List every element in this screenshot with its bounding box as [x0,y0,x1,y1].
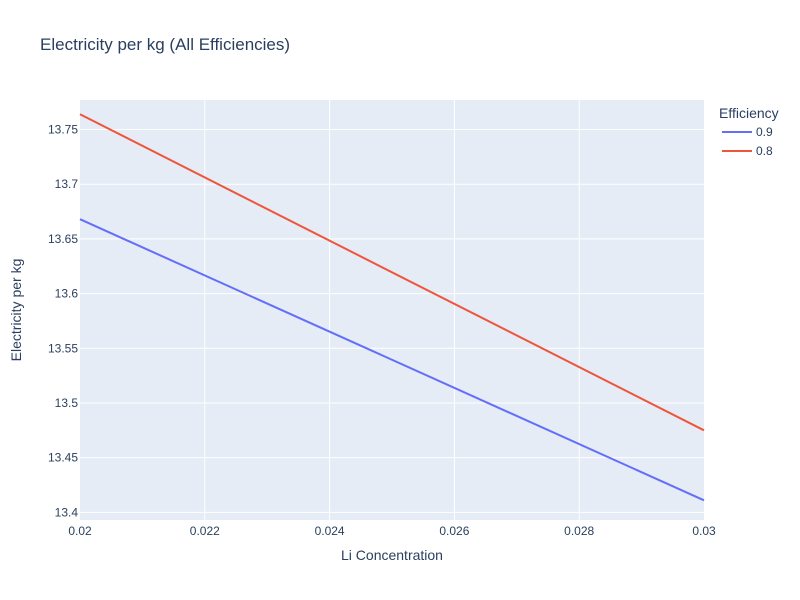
y-tick-label: 13.7 [55,177,79,191]
series-line-0.8 [79,113,705,432]
x-tick-label: 0.02 [68,524,92,538]
y-tick-label: 13.6 [55,287,79,301]
legend-title: Efficiency [719,105,779,121]
x-tick-label: 0.03 [692,524,716,538]
legend-label: 0.8 [756,144,773,158]
y-tick-label: 13.4 [55,505,79,519]
y-tick-label: 13.45 [48,451,78,465]
x-axis-title: Li Concentration [341,547,443,563]
legend-label: 0.9 [756,125,773,139]
series-line-0.9 [79,218,705,502]
x-axis-ticks: 0.02 0.022 0.024 0.026 0.028 0.03 [68,524,716,538]
legend: Efficiency 0.90.8 [719,105,779,158]
y-axis-title: Electricity per kg [8,259,24,362]
y-tick-label: 13.75 [48,123,78,137]
series-layer [79,113,705,502]
x-tick-label: 0.024 [315,524,345,538]
legend-items: 0.90.8 [722,125,773,158]
grid [80,100,704,520]
plot-background [80,100,704,520]
x-tick-label: 0.022 [190,524,220,538]
y-tick-label: 13.65 [48,232,78,246]
y-tick-label: 13.55 [48,341,78,355]
y-tick-label: 13.5 [55,396,79,410]
x-tick-label: 0.026 [439,524,469,538]
y-axis-ticks: 13.4 13.45 13.5 13.55 13.6 13.65 13.7 13.75 [48,123,78,520]
chart-title: Electricity per kg (All Efficiencies) [40,35,290,54]
x-tick-label: 0.028 [564,524,594,538]
